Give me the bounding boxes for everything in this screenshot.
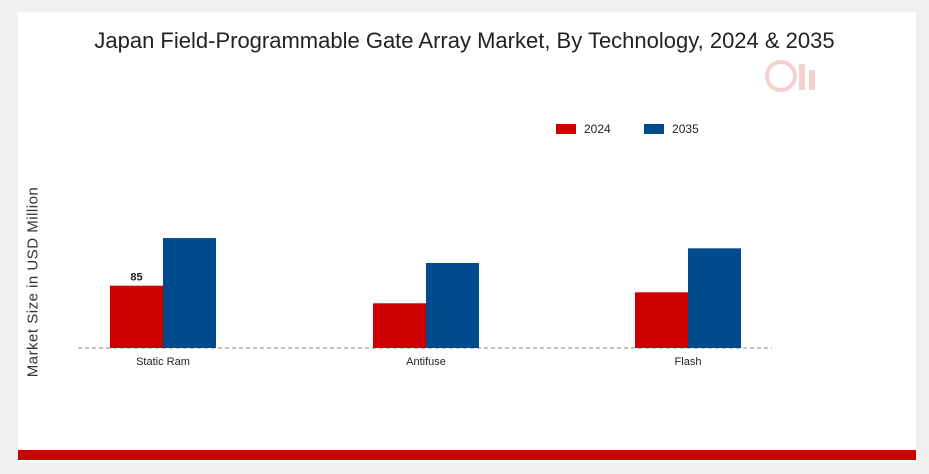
legend-label-2035: 2035 <box>672 122 699 136</box>
legend-item-2024: 2024 <box>556 122 611 136</box>
footer-bar <box>18 450 916 460</box>
bar-2024-static-ram <box>110 285 163 348</box>
data-label-2024-0: 85 <box>130 272 142 284</box>
chart-panel <box>18 12 916 462</box>
x-tick-label-antifuse: Antifuse <box>406 356 446 368</box>
brand-logo-icon <box>765 60 815 92</box>
legend: 2024 2035 <box>556 122 729 137</box>
chart-title: Japan Field-Programmable Gate Array Mark… <box>94 28 835 53</box>
x-tick-label-static-ram: Static Ram <box>136 356 190 368</box>
bar-2035-antifuse <box>426 262 479 348</box>
legend-swatch-2035 <box>644 124 665 134</box>
legend-item-2035: 2035 <box>644 122 699 136</box>
legend-label-2024: 2024 <box>584 122 611 136</box>
x-tick-label-flash: Flash <box>675 356 702 368</box>
legend-swatch-2024 <box>556 124 576 134</box>
bar-2035-flash <box>688 248 741 348</box>
bar-2024-flash <box>635 292 688 348</box>
bar-2024-antifuse <box>373 303 426 348</box>
bar-2035-static-ram <box>163 238 216 348</box>
